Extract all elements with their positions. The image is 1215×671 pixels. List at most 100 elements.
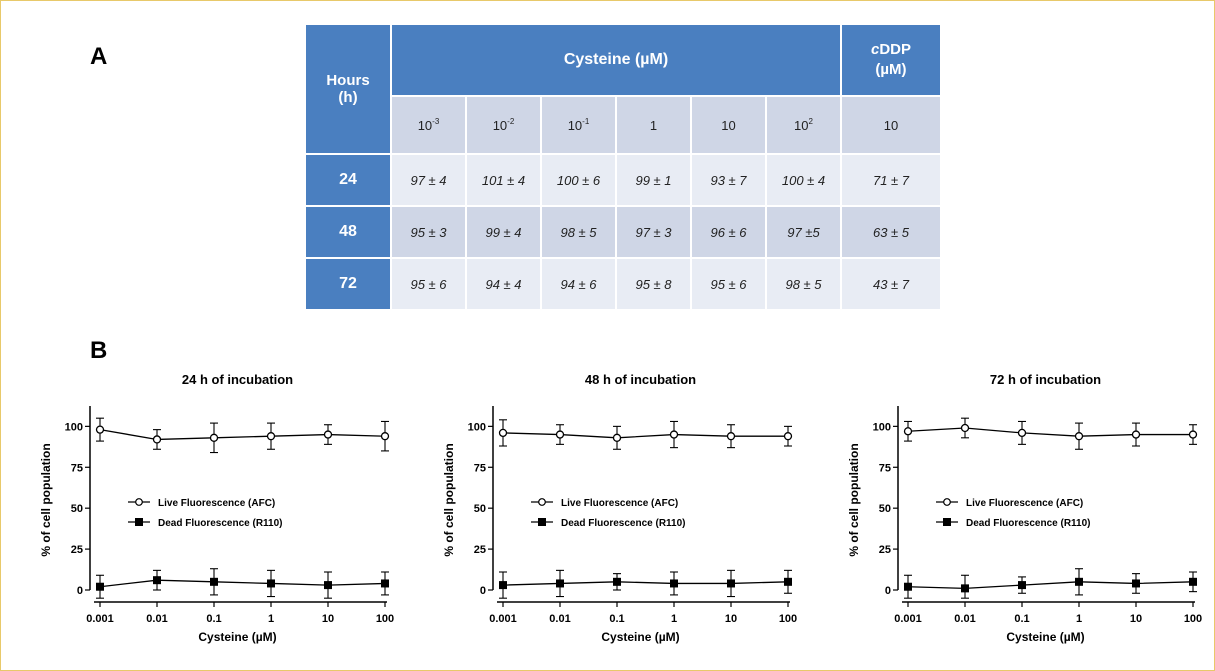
- legend-marker: [135, 518, 143, 526]
- table-cell: 95 ± 8: [617, 259, 692, 311]
- y-tick-label: 100: [873, 421, 891, 433]
- y-tick-label: 25: [879, 544, 891, 556]
- panel-label-a: A: [90, 43, 108, 70]
- y-axis-label: % of cell population: [847, 443, 861, 556]
- data-point: [498, 428, 508, 438]
- y-tick-label: 0: [77, 585, 83, 597]
- data-point: [960, 423, 970, 433]
- series-line: [907, 581, 1194, 590]
- data-point: [95, 425, 105, 434]
- conc-exp: 2: [808, 117, 813, 126]
- x-tick-label: 10: [1130, 613, 1142, 625]
- data-point: [1074, 432, 1084, 441]
- row-hours: 72: [306, 259, 392, 311]
- table-cell: 97 ± 3: [617, 207, 692, 259]
- data-point: [670, 579, 678, 588]
- data-point: [266, 432, 276, 441]
- table-cell: 94 ± 6: [542, 259, 617, 311]
- panel-label-b: B: [90, 337, 108, 364]
- data-point: [903, 427, 913, 436]
- table-cell-cddp: 63 ± 5: [842, 207, 942, 259]
- series-line: [99, 428, 386, 441]
- x-axis-label: Cysteine (µM): [601, 630, 679, 644]
- x-tick-label: 0.001: [489, 613, 517, 625]
- legend-marker: [943, 518, 951, 526]
- data-point: [726, 432, 736, 441]
- table-cell: 99 ± 4: [467, 207, 542, 259]
- y-tick-label: 75: [71, 462, 83, 474]
- x-tick-label: 0.1: [1014, 613, 1029, 625]
- conc-header-1: 10-3: [392, 97, 467, 155]
- table-cell: 95 ± 6: [692, 259, 767, 311]
- data-point: [380, 432, 390, 441]
- data-point: [669, 430, 679, 439]
- conc-exp: -3: [432, 117, 440, 126]
- data-point: [612, 433, 622, 442]
- row-hours: 24: [306, 155, 392, 207]
- data-point: [152, 435, 162, 444]
- conc-header-3: 10-1: [542, 97, 617, 155]
- data-point: [324, 581, 332, 590]
- table-row: 24 97 ± 4 101 ± 4 100 ± 6 99 ± 1 93 ± 7 …: [306, 155, 942, 207]
- chart-title: 72 h of incubation: [990, 372, 1101, 387]
- table-cell: 100 ± 6: [542, 155, 617, 207]
- table-cell: 98 ± 5: [767, 259, 842, 311]
- row-hours: 48: [306, 207, 392, 259]
- header-hours-label: Hours: [326, 72, 370, 89]
- x-tick-label: 0.001: [86, 613, 114, 625]
- y-tick-label: 25: [474, 544, 486, 556]
- header-cddp: cDDP (µM): [842, 25, 942, 97]
- conc-base: 10: [567, 118, 583, 133]
- x-tick-label: 1: [268, 613, 274, 625]
- table-cell: 100 ± 4: [767, 155, 842, 207]
- data-point: [1188, 430, 1198, 439]
- header-cddp-unit: (µM): [875, 61, 907, 78]
- chart-24h: 24 h of incubation 0 25 50 75 100 0.001 0.01 0.1…: [39, 372, 394, 644]
- legend-marker: [538, 518, 546, 526]
- conc-header-2: 10-2: [467, 97, 542, 155]
- y-tick-label: 75: [879, 462, 891, 474]
- y-tick-label: 25: [71, 544, 83, 556]
- legend-label: Dead Fluorescence (R110): [966, 518, 1091, 529]
- data-point: [1018, 581, 1026, 590]
- table-cell: 96 ± 6: [692, 207, 767, 259]
- x-tick-label: 0.1: [609, 613, 624, 625]
- x-axis-label: Cysteine (µM): [198, 630, 276, 644]
- table-cell: 101 ± 4: [467, 155, 542, 207]
- conc-exp: -2: [507, 117, 515, 126]
- table-cell: 95 ± 6: [392, 259, 467, 311]
- x-tick-label: 0.01: [146, 613, 167, 625]
- data-point: [209, 433, 219, 442]
- legend-label: Dead Fluorescence (R110): [561, 518, 686, 529]
- conc-base: 10: [492, 118, 508, 133]
- data-point: [1075, 577, 1083, 586]
- table-cell-cddp: 43 ± 7: [842, 259, 942, 311]
- data-point: [499, 581, 507, 590]
- legend-marker: [943, 498, 951, 506]
- y-tick-label: 0: [480, 585, 486, 597]
- chart-72h: 72 h of incubation 0 25 50 75 100 0.001 0.01 0.1…: [847, 372, 1202, 644]
- x-tick-label: 1: [671, 613, 677, 625]
- viability-table: Hours (h) Cysteine (µM) cDDP (µM) 10-3 1…: [306, 25, 942, 311]
- x-tick-label: 0.001: [894, 613, 922, 625]
- series-line: [907, 427, 1193, 437]
- x-tick-label: 100: [376, 613, 394, 625]
- table-row: 72 95 ± 6 94 ± 4 94 ± 6 95 ± 8 95 ± 6 98…: [306, 259, 942, 311]
- data-point: [783, 432, 793, 441]
- table-cell: 94 ± 4: [467, 259, 542, 311]
- data-point: [784, 577, 792, 586]
- chart-title: 48 h of incubation: [585, 372, 696, 387]
- chart-title: 24 h of incubation: [182, 372, 293, 387]
- data-point: [96, 582, 104, 591]
- y-axis-label: % of cell population: [442, 443, 456, 556]
- x-tick-label: 100: [1184, 613, 1202, 625]
- series-line: [502, 432, 788, 439]
- legend-marker: [538, 498, 546, 506]
- table-cell: 97 ±5: [767, 207, 842, 259]
- x-tick-label: 10: [725, 613, 737, 625]
- table-cell-cddp: 71 ± 7: [842, 155, 942, 207]
- x-tick-label: 0.01: [549, 613, 570, 625]
- data-point: [555, 430, 565, 439]
- data-point: [1189, 577, 1197, 586]
- header-hours-unit: (h): [338, 89, 358, 106]
